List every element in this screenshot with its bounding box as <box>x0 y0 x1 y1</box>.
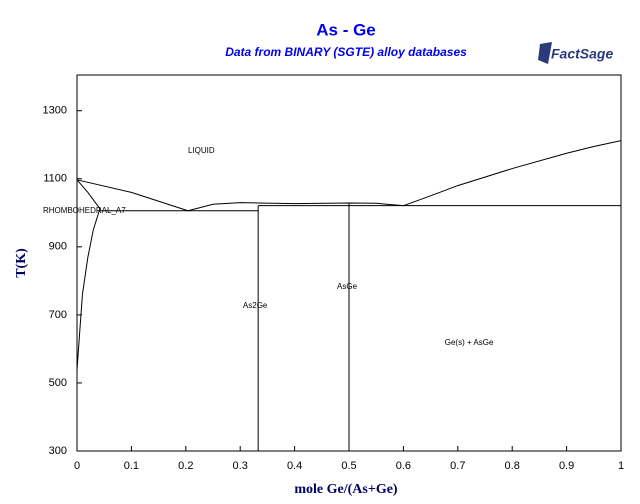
phase-boundary <box>76 179 101 210</box>
x-tick-label: 0.6 <box>396 460 411 472</box>
x-tick-label: 0.9 <box>559 460 574 472</box>
logo: FactSage <box>538 42 613 64</box>
x-tick-label: 1 <box>618 460 624 472</box>
phase-boundary <box>76 179 189 212</box>
phase-boundary <box>403 140 622 207</box>
logo-text: FactSage <box>551 46 613 62</box>
logo-icon <box>538 42 552 64</box>
x-tick-label: 0.5 <box>341 460 356 472</box>
x-tick-label: 0.4 <box>287 460 302 472</box>
x-tick-label: 0 <box>74 460 80 472</box>
x-tick-label: 0.2 <box>178 460 193 472</box>
chart-subtitle: Data from BINARY (SGTE) alloy databases <box>225 45 467 59</box>
chart-title: As - Ge <box>316 20 376 39</box>
phase-label: As2Ge <box>243 301 268 310</box>
y-tick-label: 1100 <box>43 173 67 185</box>
y-tick-label: 500 <box>49 377 67 389</box>
y-tick-label: 900 <box>49 241 67 253</box>
x-tick-label: 0.1 <box>124 460 139 472</box>
y-tick-label: 1300 <box>43 105 67 117</box>
x-axis-label: mole Ge/(As+Ge) <box>294 482 398 497</box>
x-tick-label: 0.3 <box>233 460 248 472</box>
phase-label: AsGe <box>337 282 358 291</box>
x-tick-label: 0.8 <box>505 460 520 472</box>
x-tick-label: 0.7 <box>450 460 465 472</box>
y-tick-label: 700 <box>49 309 67 321</box>
phase-label: LIQUID <box>188 146 215 155</box>
y-axis-label: T(K) <box>14 248 29 278</box>
phase-label: RHOMBOHEDRAL_A7 <box>43 206 126 215</box>
y-tick-label: 300 <box>49 445 67 457</box>
phase-boundary <box>187 202 404 212</box>
phase-label: Ge(s) + AsGe <box>445 338 494 347</box>
phase-boundary <box>76 208 101 371</box>
